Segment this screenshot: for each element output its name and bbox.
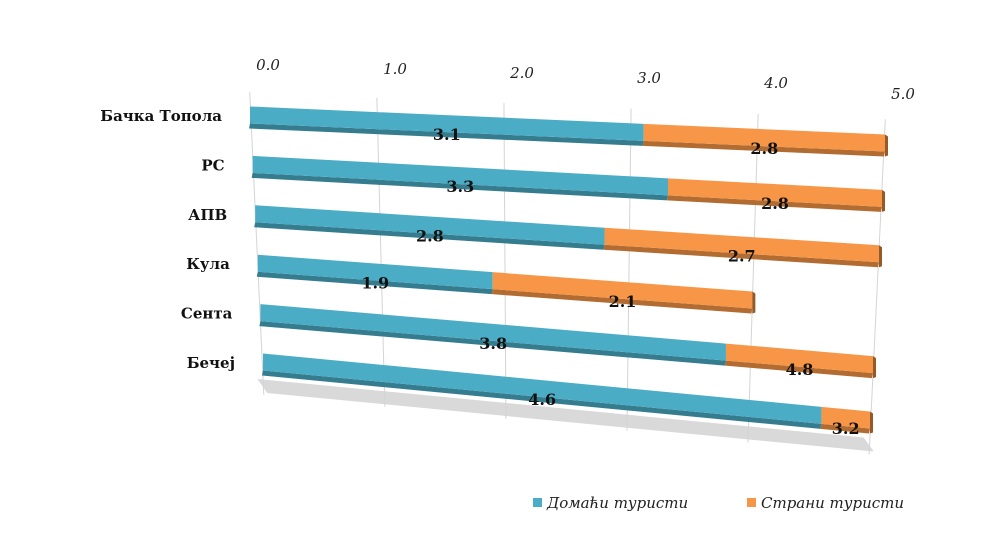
data-label-domestic-5: 4.6 (528, 390, 556, 409)
bar-domestic-1 (252, 155, 669, 196)
bar-foreign-4 (725, 343, 873, 374)
category-label-item-2: АПВ (188, 206, 227, 224)
gridline-1 (376, 97, 386, 407)
x-tick-label: 5.0 (891, 85, 915, 103)
bar-side-Страни-туристи-4 (724, 360, 873, 379)
x-axis-ticks: 0.0 1.0 2.0 3.0 4.0 5.0 (256, 56, 915, 103)
data-label-foreign-1: 2.8 (761, 194, 789, 213)
floor-panel (257, 378, 874, 452)
category-label-item-0: Бачка Топола (100, 107, 222, 125)
bar-foreign-1 (668, 178, 882, 207)
bar-foreign-0 (643, 123, 885, 152)
bar-foreign-5 (821, 406, 870, 429)
bar-end-cap-3 (752, 291, 756, 314)
bar-side-Домаћи-туристи-3 (256, 271, 493, 295)
data-label-domestic-3: 1.9 (361, 273, 389, 292)
bar-end-cap-4 (873, 356, 876, 379)
category-labels: Бачка Топола РС АПВ Кула Сента Бечеј (100, 107, 235, 372)
bar-side-Страни-туристи-1 (667, 195, 882, 212)
data-label-foreign-5: 3.2 (832, 419, 860, 438)
legend-swatch-domestic (533, 498, 542, 507)
data-label-domestic-1: 3.3 (446, 177, 474, 196)
gridline-0 (249, 92, 265, 395)
bar-domestic-5 (263, 353, 822, 424)
data-label-foreign-0: 2.8 (750, 139, 778, 158)
bar-side-Домаћи-туристи-1 (251, 172, 669, 201)
legend-label-foreign: Страни туристи (761, 494, 904, 512)
x-tick-label: 1.0 (383, 60, 407, 78)
bars (249, 106, 888, 434)
data-label-foreign-4: 4.8 (786, 360, 814, 379)
bar-side-Домаћи-туристи-4 (259, 321, 726, 366)
bar-side-Страни-туристи-5 (820, 423, 870, 434)
bar-foreign-2 (604, 227, 879, 263)
legend-label-domestic: Домаћи туристи (546, 494, 688, 512)
chart-floor (257, 378, 874, 452)
bar-domestic-2 (255, 205, 605, 245)
bar-side-Домаћи-туристи-5 (262, 370, 822, 429)
bar-end-cap-1 (882, 189, 885, 212)
data-label-foreign-2: 2.7 (728, 247, 756, 266)
bar-side-Страни-туристи-0 (642, 140, 885, 157)
data-labels: 3.1 2.8 3.3 2.8 2.8 2.7 1.9 2.1 3.8 4.8 4.6 3.2 (361, 125, 859, 438)
bar-domestic-0 (250, 106, 644, 141)
gridline-5 (868, 119, 886, 455)
category-label-item-4: Сента (181, 305, 233, 323)
x-tick-label: 2.0 (509, 64, 534, 82)
category-label-item-1: РС (201, 156, 224, 174)
bar-domestic-4 (260, 304, 726, 361)
bar-end-cap-0 (885, 134, 888, 157)
x-tick-label: 3.0 (637, 69, 661, 87)
bar-end-cap-2 (879, 245, 882, 268)
gridlines (249, 92, 886, 455)
bar-side-Страни-туристи-3 (491, 289, 753, 314)
bar-side-Страни-туристи-2 (603, 244, 879, 268)
bar-side-Домаћи-туристи-2 (254, 222, 605, 250)
bar-domestic-3 (257, 254, 493, 290)
bar-end-cap-5 (870, 411, 873, 434)
gridline-3 (626, 108, 632, 431)
data-label-domestic-4: 3.8 (479, 334, 507, 353)
x-tick-label: 0.0 (256, 56, 280, 74)
legend-swatch-foreign (747, 498, 756, 507)
gridline-4 (747, 113, 759, 443)
category-label-item-3: Кула (186, 255, 230, 273)
category-label-item-5: Бечеј (187, 354, 235, 372)
gridline-2 (503, 103, 507, 419)
data-label-foreign-3: 2.1 (609, 292, 637, 311)
data-label-domestic-2: 2.8 (416, 227, 444, 246)
bar-side-Домаћи-туристи-0 (249, 123, 644, 146)
x-tick-label: 4.0 (763, 74, 788, 92)
data-label-domestic-0: 3.1 (433, 125, 461, 144)
bar-foreign-3 (492, 272, 753, 309)
legend: Домаћи туристи Страни туристи (533, 494, 904, 512)
